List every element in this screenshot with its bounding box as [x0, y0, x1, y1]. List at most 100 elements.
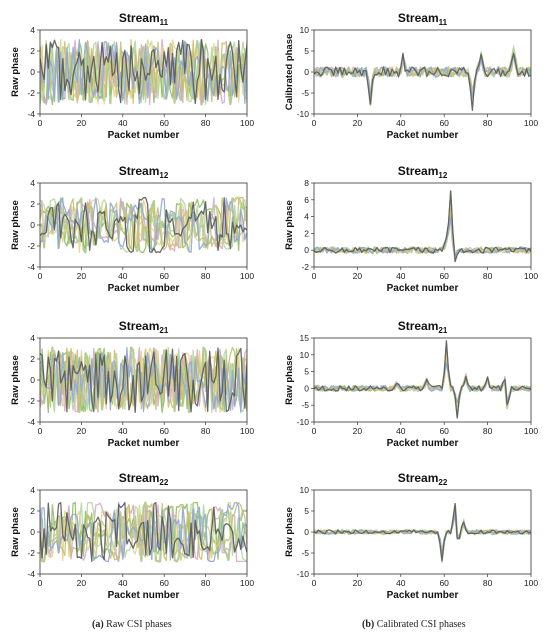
- plot-frame: [313, 182, 532, 268]
- x-tick-label: 20: [77, 426, 87, 436]
- x-tick-label: 0: [312, 578, 317, 588]
- x-tick-label: 0: [312, 271, 317, 281]
- y-tick-label: -10: [297, 569, 310, 579]
- x-tick-label: 20: [77, 271, 87, 281]
- x-tick-label: 40: [396, 578, 406, 588]
- y-tick-label: 4: [30, 25, 35, 35]
- series-group: [40, 501, 247, 563]
- x-tick-label: 60: [439, 271, 449, 281]
- x-tick-label: 0: [38, 578, 43, 588]
- x-tick-label: 40: [396, 271, 406, 281]
- chart-title: Stream22: [119, 471, 169, 487]
- series-group: [40, 196, 247, 254]
- y-tick-label: 2: [30, 506, 35, 516]
- series-line-1: [314, 52, 531, 111]
- x-tick-label: 100: [524, 118, 538, 128]
- x-tick-label: 40: [118, 578, 128, 588]
- y-tick-label: 0: [30, 220, 35, 230]
- x-tick-label: 100: [524, 271, 538, 281]
- y-tick-label: -5: [301, 88, 309, 98]
- series-line-1: [40, 501, 247, 563]
- y-tick-label: 2: [30, 199, 35, 209]
- x-tick-label: 0: [38, 118, 43, 128]
- x-tick-label: 100: [240, 118, 254, 128]
- chart-title: Stream12: [398, 164, 448, 180]
- x-tick-label: 20: [353, 578, 363, 588]
- y-axis-label: Raw phase: [284, 355, 295, 405]
- series-line-1: [314, 502, 531, 562]
- x-tick-label: 100: [240, 578, 254, 588]
- y-tick-label: -4: [27, 109, 35, 119]
- series-line-2: [40, 346, 247, 413]
- y-axis-label: Raw phase: [10, 47, 21, 97]
- x-tick-label: 20: [353, 271, 363, 281]
- y-axis-label: Raw phase: [284, 507, 295, 557]
- series-line-5: [314, 216, 531, 262]
- x-tick-label: 60: [159, 271, 169, 281]
- series-line-3: [40, 38, 247, 105]
- y-axis-label: Raw phase: [10, 355, 21, 405]
- chart-title: Stream11: [398, 11, 448, 27]
- y-tick-label: -2: [27, 88, 35, 98]
- series-line-1: [314, 190, 531, 263]
- series-group: [40, 38, 247, 106]
- x-tick-label: 80: [483, 426, 493, 436]
- y-tick-label: 4: [30, 333, 35, 343]
- series-line-2: [40, 39, 247, 105]
- y-tick-label: 4: [30, 178, 35, 188]
- plot-frame: [313, 337, 532, 423]
- y-tick-label: -4: [27, 417, 35, 427]
- y-axis-label: Raw phase: [284, 200, 295, 250]
- series-line-4: [314, 342, 531, 416]
- series-line-3: [40, 501, 247, 562]
- y-tick-label: 5: [304, 506, 309, 516]
- y-tick-label: 8: [304, 178, 309, 188]
- y-tick-label: 5: [304, 46, 309, 56]
- x-tick-label: 40: [118, 118, 128, 128]
- y-tick-label: 10: [300, 485, 310, 495]
- x-tick-label: 100: [240, 426, 254, 436]
- y-tick-label: 6: [304, 195, 309, 205]
- x-axis-label: Packet number: [387, 438, 459, 449]
- y-tick-label: -10: [297, 417, 310, 427]
- series-line-2: [314, 362, 531, 404]
- caption-calibrated-letter: (b): [362, 619, 375, 630]
- x-tick-label: 0: [38, 426, 43, 436]
- y-tick-label: 0: [304, 67, 309, 77]
- y-tick-label: -2: [301, 262, 309, 272]
- y-tick-label: 10: [300, 350, 310, 360]
- series-group: [40, 346, 247, 414]
- y-axis-label: Raw phase: [10, 200, 21, 250]
- x-tick-label: 60: [159, 426, 169, 436]
- y-tick-label: -2: [27, 396, 35, 406]
- series-line-1: [40, 39, 247, 105]
- x-tick-label: 20: [77, 578, 87, 588]
- series-group: [314, 340, 531, 419]
- series-line-8: [314, 357, 531, 408]
- x-tick-label: 60: [439, 118, 449, 128]
- series-line-1: [40, 197, 247, 253]
- y-tick-label: 2: [30, 354, 35, 364]
- series-line-3: [314, 342, 531, 404]
- caption-calibrated: (b) Calibrated CSI phases: [362, 619, 466, 630]
- y-tick-label: 0: [30, 67, 35, 77]
- y-tick-label: 0: [304, 245, 309, 255]
- x-tick-label: 60: [159, 578, 169, 588]
- y-tick-label: 5: [304, 367, 309, 377]
- x-axis-label: Packet number: [387, 130, 459, 141]
- series-line-1: [314, 340, 531, 419]
- series-group: [314, 189, 531, 263]
- caption-raw-label: Raw CSI phases: [103, 619, 172, 630]
- x-tick-label: 60: [439, 426, 449, 436]
- series-line-5: [314, 56, 531, 104]
- series-line-7: [314, 344, 531, 418]
- y-tick-label: 2: [30, 46, 35, 56]
- series-line-2: [40, 501, 247, 563]
- y-tick-label: 0: [304, 527, 309, 537]
- x-axis-label: Packet number: [108, 130, 180, 141]
